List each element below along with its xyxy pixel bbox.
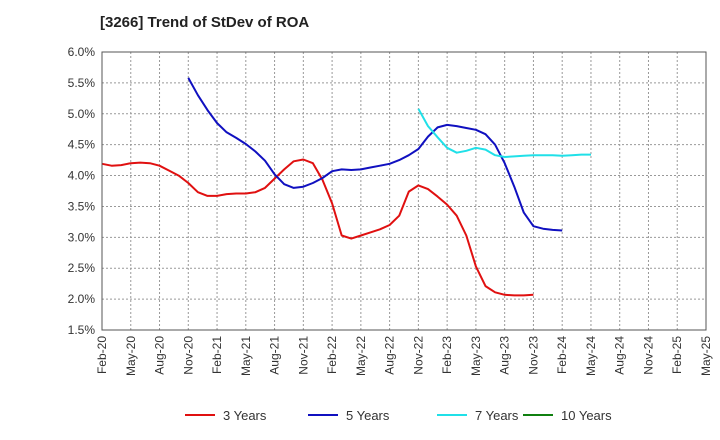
- y-tick-label: 1.5%: [68, 323, 96, 337]
- x-axis: Feb-20 May-20 Aug-20 Nov-20 Feb-21 May-21 Aug-…: [95, 336, 713, 376]
- x-tick-label: Nov-20: [181, 336, 195, 375]
- x-tick-label: Feb-22: [325, 336, 339, 374]
- y-tick-label: 5.0%: [68, 107, 96, 121]
- x-tick-label: May-24: [584, 336, 598, 376]
- x-tick-label: Nov-21: [296, 336, 310, 375]
- y-tick-label: 2.0%: [68, 292, 96, 306]
- legend-label: 7 Years: [475, 408, 519, 423]
- y-tick-label: 6.0%: [68, 45, 96, 59]
- x-tick-label: Aug-20: [153, 336, 167, 375]
- y-tick-label: 3.0%: [68, 230, 96, 244]
- plot-frame: [101, 51, 707, 331]
- series-line-3-years: [101, 158, 534, 297]
- x-tick-label: May-20: [124, 336, 138, 376]
- x-tick-label: Nov-24: [641, 336, 655, 375]
- x-tick-label: May-23: [469, 336, 483, 376]
- x-tick-label: Feb-23: [440, 336, 454, 374]
- x-tick-label: Aug-24: [613, 336, 627, 375]
- x-tick-label: Feb-21: [210, 336, 224, 374]
- x-tick-label: Feb-25: [670, 336, 684, 374]
- grid: [101, 51, 707, 331]
- y-tick-label: 4.5%: [68, 138, 96, 152]
- series-line-5-years: [187, 77, 563, 232]
- y-tick-label: 2.5%: [68, 261, 96, 275]
- x-tick-label: Aug-23: [498, 336, 512, 375]
- legend-label: 5 Years: [346, 408, 390, 423]
- x-tick-label: May-22: [354, 336, 368, 376]
- legend: 3 Years 5 Years 7 Years 10 Years: [185, 408, 612, 423]
- y-tick-label: 4.0%: [68, 169, 96, 183]
- y-tick-label: 5.5%: [68, 76, 96, 90]
- legend-label: 10 Years: [561, 408, 612, 423]
- legend-label: 3 Years: [223, 408, 267, 423]
- x-tick-label: Feb-20: [95, 336, 109, 374]
- x-tick-label: May-21: [239, 336, 253, 376]
- x-tick-label: Feb-24: [555, 336, 569, 374]
- series-lines: [101, 77, 591, 297]
- x-tick-label: Nov-23: [526, 336, 540, 375]
- x-tick-label: May-25: [699, 336, 713, 376]
- chart-title: [3266] Trend of StDev of ROA: [100, 14, 310, 31]
- x-tick-label: Nov-22: [411, 336, 425, 375]
- x-tick-label: Aug-21: [268, 336, 282, 375]
- x-tick-label: Aug-22: [383, 336, 397, 375]
- series-line-7-years: [417, 108, 591, 158]
- y-axis: 1.5% 2.0% 2.5% 3.0% 3.5% 4.0% 4.5% 5.0% 5.5% 6.0%: [68, 45, 96, 337]
- y-tick-label: 3.5%: [68, 199, 96, 213]
